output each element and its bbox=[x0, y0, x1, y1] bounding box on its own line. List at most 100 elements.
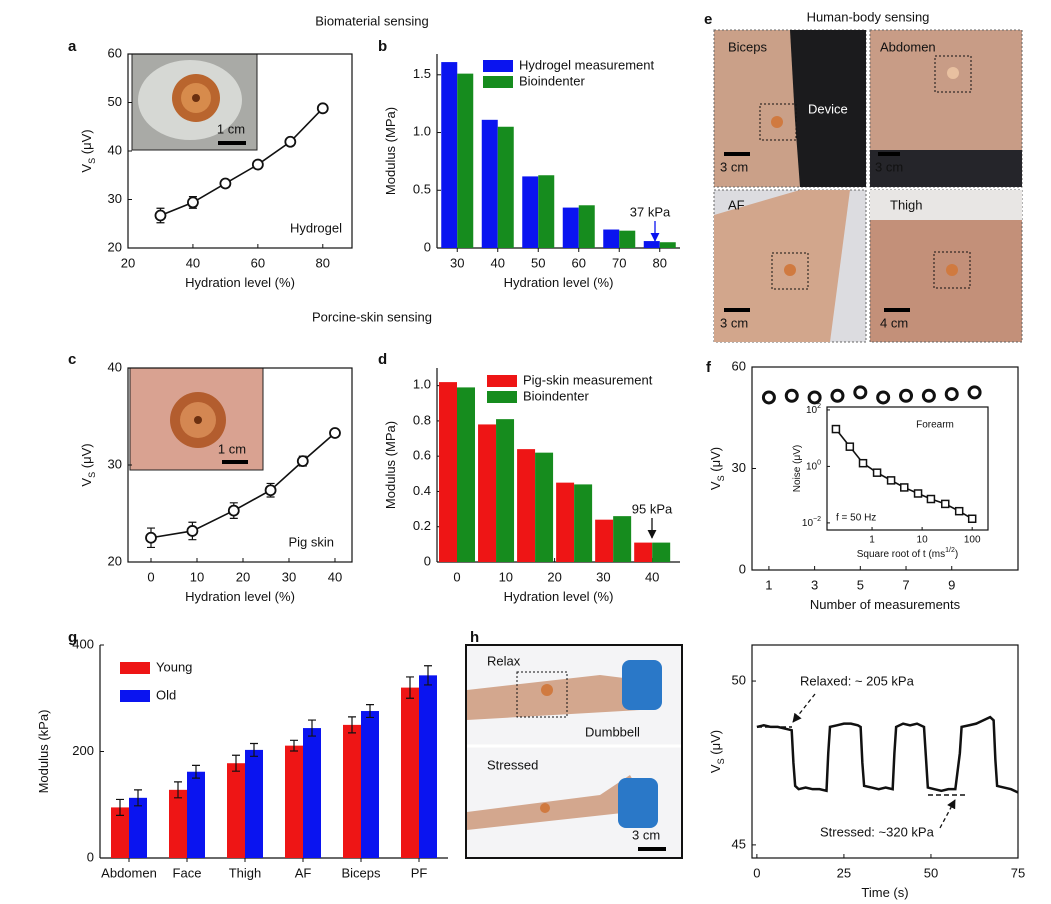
tick-label: 30 bbox=[108, 191, 122, 206]
legend-swatch bbox=[487, 391, 517, 403]
tick-label: 0 bbox=[424, 553, 431, 568]
tick-label: 0 bbox=[424, 239, 431, 254]
marker bbox=[284, 135, 297, 148]
label-part: (μV) bbox=[708, 447, 723, 475]
tick-label: 1 bbox=[869, 535, 875, 546]
marker bbox=[954, 506, 964, 516]
tick-label: 20 bbox=[108, 239, 122, 254]
label-part: Square root of t (ms bbox=[857, 549, 945, 560]
heading: Human-body sensing bbox=[807, 9, 930, 24]
label-sub: S bbox=[716, 475, 726, 481]
marker bbox=[858, 458, 868, 468]
marker bbox=[807, 390, 822, 405]
marker bbox=[187, 196, 199, 209]
legend-label: Pig-skin measurement bbox=[523, 372, 653, 387]
y-axis-label: Modulus (kPa) bbox=[36, 710, 51, 794]
tick-label-base: 10 bbox=[806, 461, 818, 472]
legend-swatch bbox=[483, 60, 513, 72]
tick-label: 10−2 bbox=[802, 516, 821, 528]
marker bbox=[872, 468, 882, 477]
y-axis-label: VS (μV) bbox=[79, 443, 97, 486]
marker bbox=[845, 442, 855, 451]
error-bar bbox=[308, 719, 316, 737]
tick-label-base: 10 bbox=[806, 405, 818, 416]
tick-label-base: 1.0 bbox=[413, 377, 431, 392]
tick-label: 50 bbox=[108, 94, 122, 109]
annotation: Forearm bbox=[916, 420, 954, 431]
panel-letter: h bbox=[470, 629, 479, 646]
scale-label: 3 cm bbox=[720, 159, 748, 174]
legend-swatch bbox=[120, 662, 150, 674]
x-tick-label: 40 bbox=[491, 255, 505, 270]
tick-label: 1 bbox=[765, 577, 772, 592]
bar bbox=[129, 797, 147, 858]
bar bbox=[303, 728, 321, 858]
label-part: V bbox=[79, 478, 94, 487]
tick-label: 0.5 bbox=[413, 182, 431, 197]
bar bbox=[441, 62, 458, 249]
bar bbox=[227, 763, 245, 858]
tick-label: 25 bbox=[837, 865, 851, 880]
tick-label: 30 bbox=[732, 460, 746, 475]
legend-swatch bbox=[483, 76, 513, 88]
annotation: Hydrogel bbox=[290, 220, 342, 235]
x-tick-label: Thigh bbox=[229, 865, 262, 880]
photo-label: AF bbox=[728, 197, 745, 212]
error-bar bbox=[192, 764, 200, 779]
bar bbox=[457, 387, 476, 562]
photo-label: Device bbox=[808, 101, 848, 116]
photo-inset-a: 1 cm bbox=[131, 53, 258, 151]
bar bbox=[111, 807, 129, 858]
tick-label: 60 bbox=[251, 255, 265, 270]
tick-label: 1.0 bbox=[413, 377, 431, 392]
tick-label: 0 bbox=[453, 569, 460, 584]
error-bar bbox=[290, 739, 298, 752]
photo-label: Biceps bbox=[728, 39, 768, 54]
x-tick-label: 30 bbox=[450, 255, 464, 270]
marker bbox=[913, 489, 923, 498]
annotation-arrow bbox=[792, 693, 816, 723]
label-sub: S bbox=[87, 158, 97, 164]
annotation: Stressed: ~320 kPa bbox=[820, 824, 935, 839]
bar bbox=[619, 230, 636, 248]
x-axis-label: Hydration level (%) bbox=[185, 275, 295, 290]
legend-label: Bioindenter bbox=[523, 388, 589, 403]
tick-label: 50 bbox=[924, 865, 938, 880]
marker bbox=[886, 476, 896, 485]
y-axis-label: Modulus (MPa) bbox=[383, 421, 398, 509]
x-tick-label: 60 bbox=[572, 255, 586, 270]
label-part: V bbox=[79, 164, 94, 173]
x-tick-label: Face bbox=[173, 865, 202, 880]
x-axis-label: Time (s) bbox=[861, 885, 908, 900]
label-part: (μV) bbox=[79, 129, 94, 157]
bar bbox=[535, 452, 554, 562]
y-axis-label: VS (μV) bbox=[79, 129, 97, 172]
scale-label: 3 cm bbox=[720, 315, 748, 330]
tick-label: 0.8 bbox=[413, 412, 431, 427]
panel-letter: d bbox=[378, 351, 387, 368]
marker bbox=[316, 102, 329, 115]
tick-label-exponent: 0 bbox=[817, 460, 821, 467]
marker bbox=[853, 385, 868, 400]
bar bbox=[478, 424, 497, 562]
tick-label: 10 bbox=[917, 535, 929, 546]
bar bbox=[613, 516, 632, 562]
y-axis-label: VS (μV) bbox=[708, 730, 726, 773]
photo-label: Thigh bbox=[890, 197, 923, 212]
marker bbox=[227, 504, 240, 517]
bar bbox=[634, 542, 653, 562]
tick-label: 0 bbox=[739, 561, 746, 576]
marker bbox=[941, 499, 950, 509]
error-bar bbox=[232, 754, 240, 772]
tick-label: 100 bbox=[806, 460, 821, 472]
tick-label: 20 bbox=[236, 569, 250, 584]
photo-panel-e: e Biceps Device 3 cm Abdomen 3 cm AF 3 c… bbox=[704, 11, 1023, 343]
tick-label: 102 bbox=[806, 403, 821, 415]
bar bbox=[419, 675, 437, 858]
data-line bbox=[150, 432, 336, 539]
heading: Porcine-skin sensing bbox=[312, 309, 432, 324]
tick-label: 20 bbox=[121, 255, 135, 270]
marker bbox=[145, 531, 157, 544]
x-tick-label: Biceps bbox=[341, 865, 381, 880]
